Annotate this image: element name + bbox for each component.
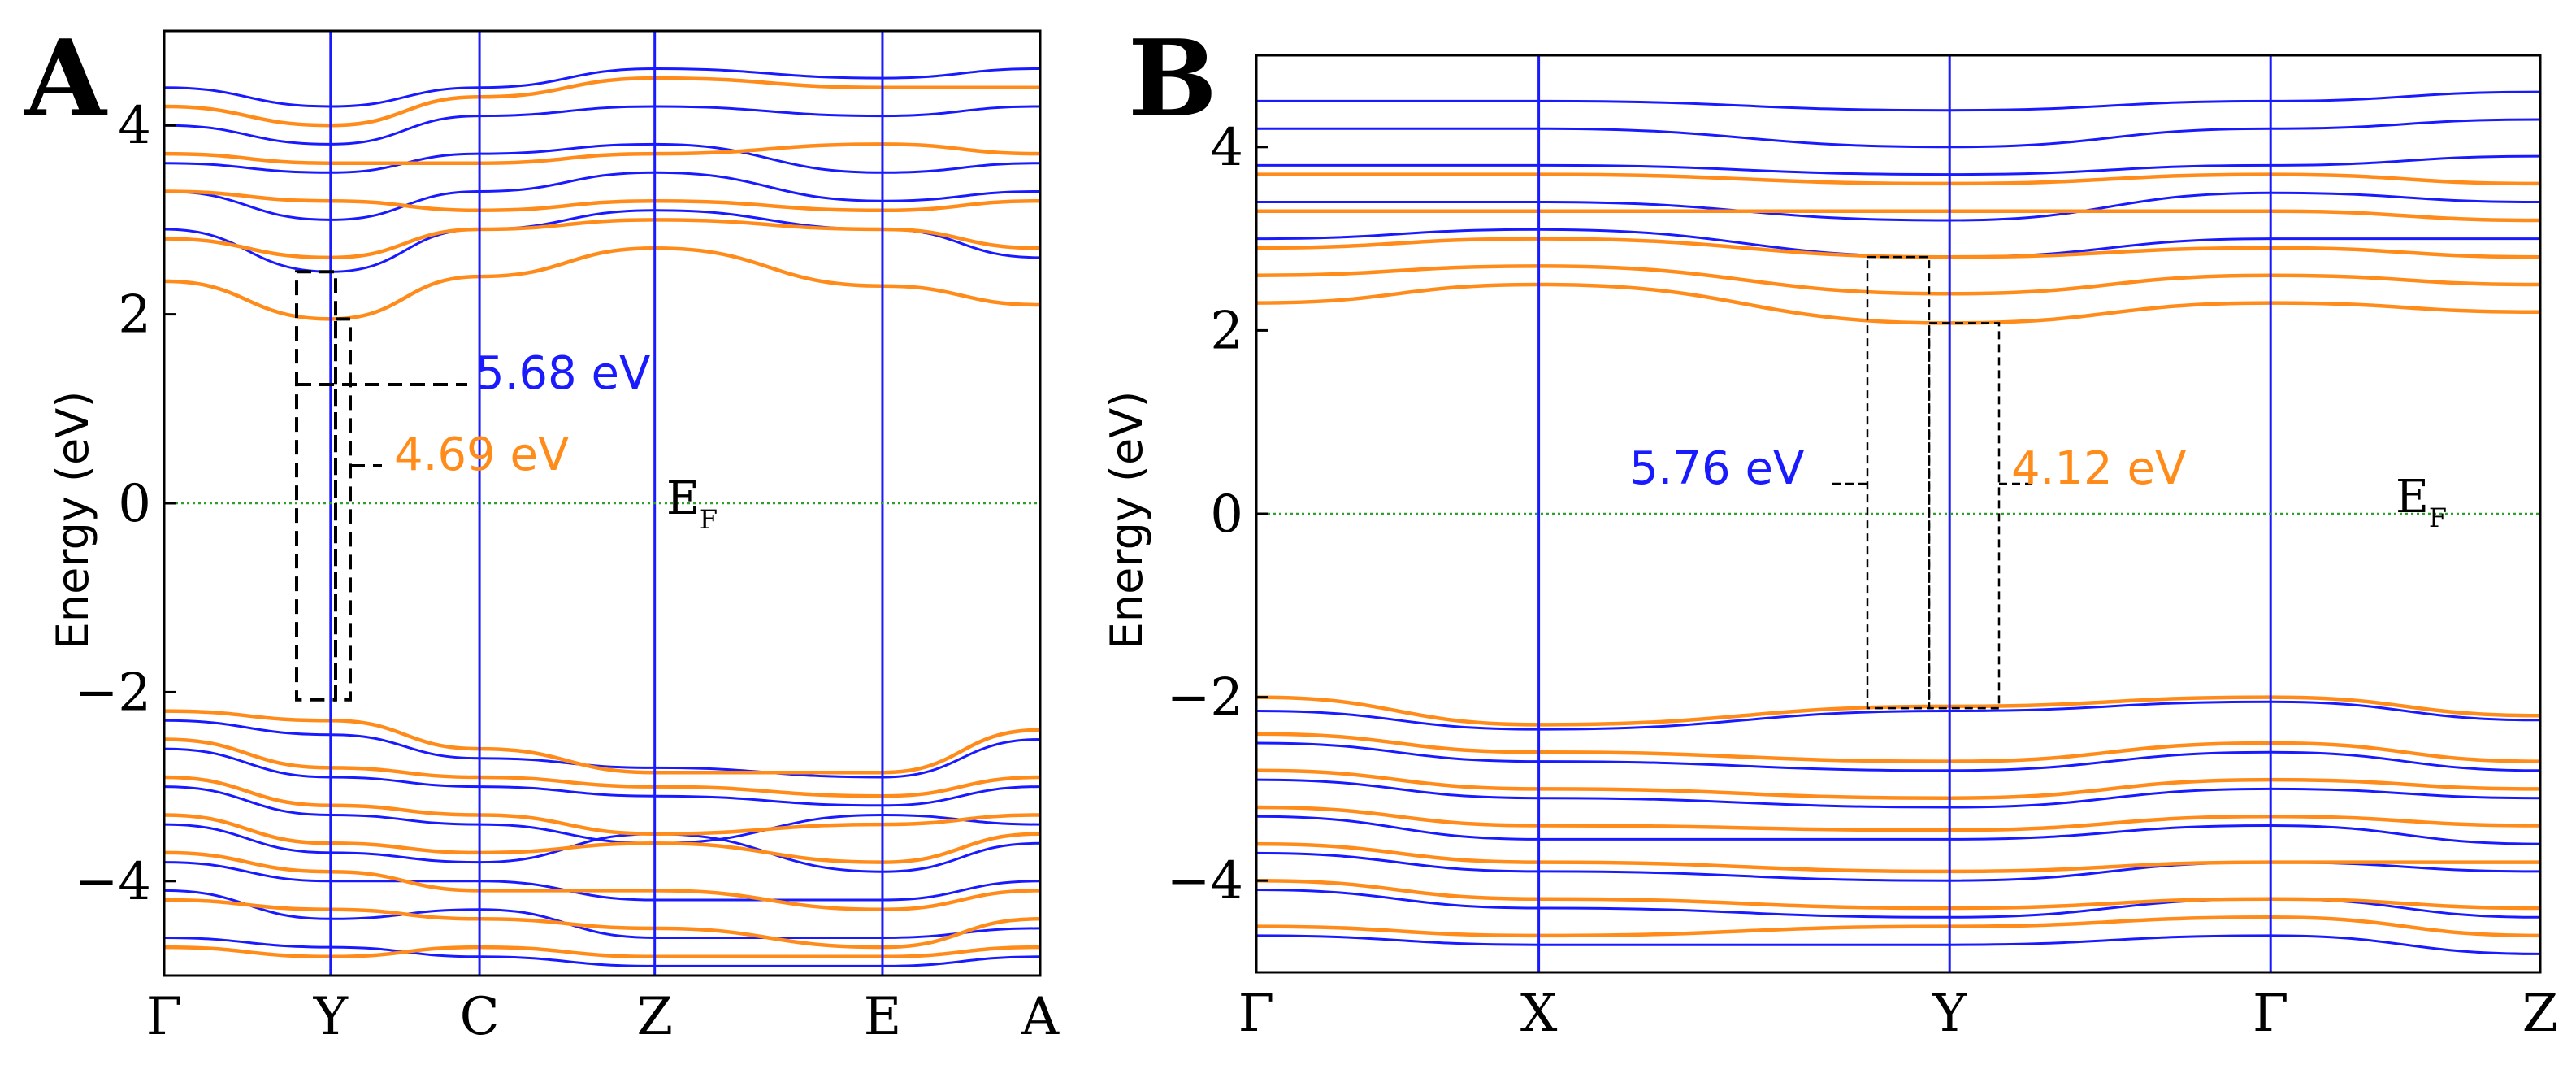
band-orange-4 [1256, 841, 2540, 874]
band-blue-7 [1256, 228, 2540, 259]
gap-label-0: 5.76 eV [1629, 442, 1804, 495]
band-blue-8 [164, 171, 1040, 221]
panel-a-label: A [23, 16, 108, 141]
fermi-label: EF [666, 472, 718, 535]
band-orange-7 [164, 246, 1040, 321]
ytick-label-1: −2 [75, 663, 151, 723]
kpoint-label-4: Z [2522, 984, 2558, 1044]
band-blue-10 [1256, 118, 2540, 149]
fermi-subscript: F [2429, 502, 2447, 533]
ytick-label-3: 2 [118, 285, 151, 346]
fermi-subscript: F [700, 504, 718, 535]
band-blue-9 [164, 142, 1040, 174]
ytick-label-3: 2 [1210, 301, 1243, 361]
band-blue-6 [164, 937, 1040, 967]
gap-box-0 [1866, 255, 1931, 710]
band-orange-6 [164, 945, 1040, 959]
ytick-label-1: −2 [1167, 668, 1243, 728]
band-blue-8 [1256, 191, 2540, 222]
band-orange-3 [1256, 805, 2540, 832]
band-orange-0 [164, 709, 1040, 775]
gap-box-1 [1928, 322, 2001, 710]
band-orange-11 [164, 76, 1040, 128]
band-orange-2 [1256, 768, 2540, 800]
ytick-label-2: 0 [1210, 485, 1243, 545]
bands-A [164, 67, 1040, 967]
panel-b: B Energy (eV) EF 5.76 eV 4.12 eV −4 −2 0 2 4 Γ X Y… [1101, 16, 2558, 1044]
band-blue-11 [1256, 90, 2540, 112]
kpoint-label-5: A [1021, 987, 1060, 1047]
kpoint-label-2: C [460, 987, 500, 1047]
band-blue-3 [1256, 815, 2540, 845]
band-blue-0 [1256, 700, 2540, 731]
band-blue-10 [164, 105, 1040, 146]
band-blue-4 [164, 861, 1040, 902]
kpoint-label-0: Γ [146, 987, 182, 1047]
kpoint-label-1: X [1520, 984, 1558, 1044]
band-orange-1 [164, 737, 1040, 798]
band-orange-10 [164, 142, 1040, 165]
band-blue-1 [1256, 741, 2540, 772]
fermi-label: EF [2396, 471, 2447, 533]
band-blue-2 [164, 785, 1040, 845]
ytick-label-2: 0 [118, 474, 151, 534]
band-orange-0 [1256, 695, 2540, 727]
band-orange-1 [1256, 732, 2540, 763]
band-blue-3 [164, 823, 1040, 873]
band-blue-1 [164, 747, 1040, 807]
gap-label-1: 4.69 eV [394, 428, 569, 481]
band-orange-8 [1256, 264, 2540, 296]
kpoint-label-1: Y [313, 987, 349, 1047]
ytick-label-4: 4 [1210, 118, 1243, 178]
band-orange-4 [164, 850, 1040, 911]
band-orange-10 [1256, 209, 2540, 223]
band-blue-6 [1256, 934, 2540, 955]
band-orange-8 [164, 218, 1040, 260]
kpoint-label-4: E [864, 987, 902, 1047]
band-orange-2 [164, 775, 1040, 836]
band-orange-9 [164, 189, 1040, 213]
band-orange-6 [1256, 915, 2540, 938]
panel-a-ylabel: Energy (eV) [47, 391, 98, 650]
band-orange-5 [164, 898, 1040, 950]
kpoint-label-2: Y [1932, 984, 1967, 1044]
band-orange-3 [164, 813, 1040, 864]
band-orange-9 [1256, 237, 2540, 259]
band-blue-2 [1256, 778, 2540, 809]
kpoint-label-0: Γ [1238, 984, 1274, 1044]
band-orange-5 [1256, 878, 2540, 911]
kpoint-label-3: Γ [2253, 984, 2288, 1044]
band-blue-11 [164, 67, 1040, 108]
band-orange-11 [1256, 172, 2540, 186]
gap-label-1: 4.12 eV [2011, 442, 2186, 495]
ytick-label-4: 4 [118, 96, 151, 156]
kpoint-label-3: Z [636, 987, 672, 1047]
gap-label-0: 5.68 eV [475, 347, 650, 400]
gap-box-1 [334, 317, 352, 702]
band-blue-9 [1256, 154, 2540, 176]
bands-B [1256, 90, 2540, 955]
ytick-label-0: −4 [1167, 851, 1243, 911]
panel-b-label: B [1128, 16, 1217, 141]
panel-b-ylabel: Energy (eV) [1101, 391, 1152, 650]
ytick-label-0: −4 [75, 852, 151, 912]
band-orange-7 [1256, 282, 2540, 325]
